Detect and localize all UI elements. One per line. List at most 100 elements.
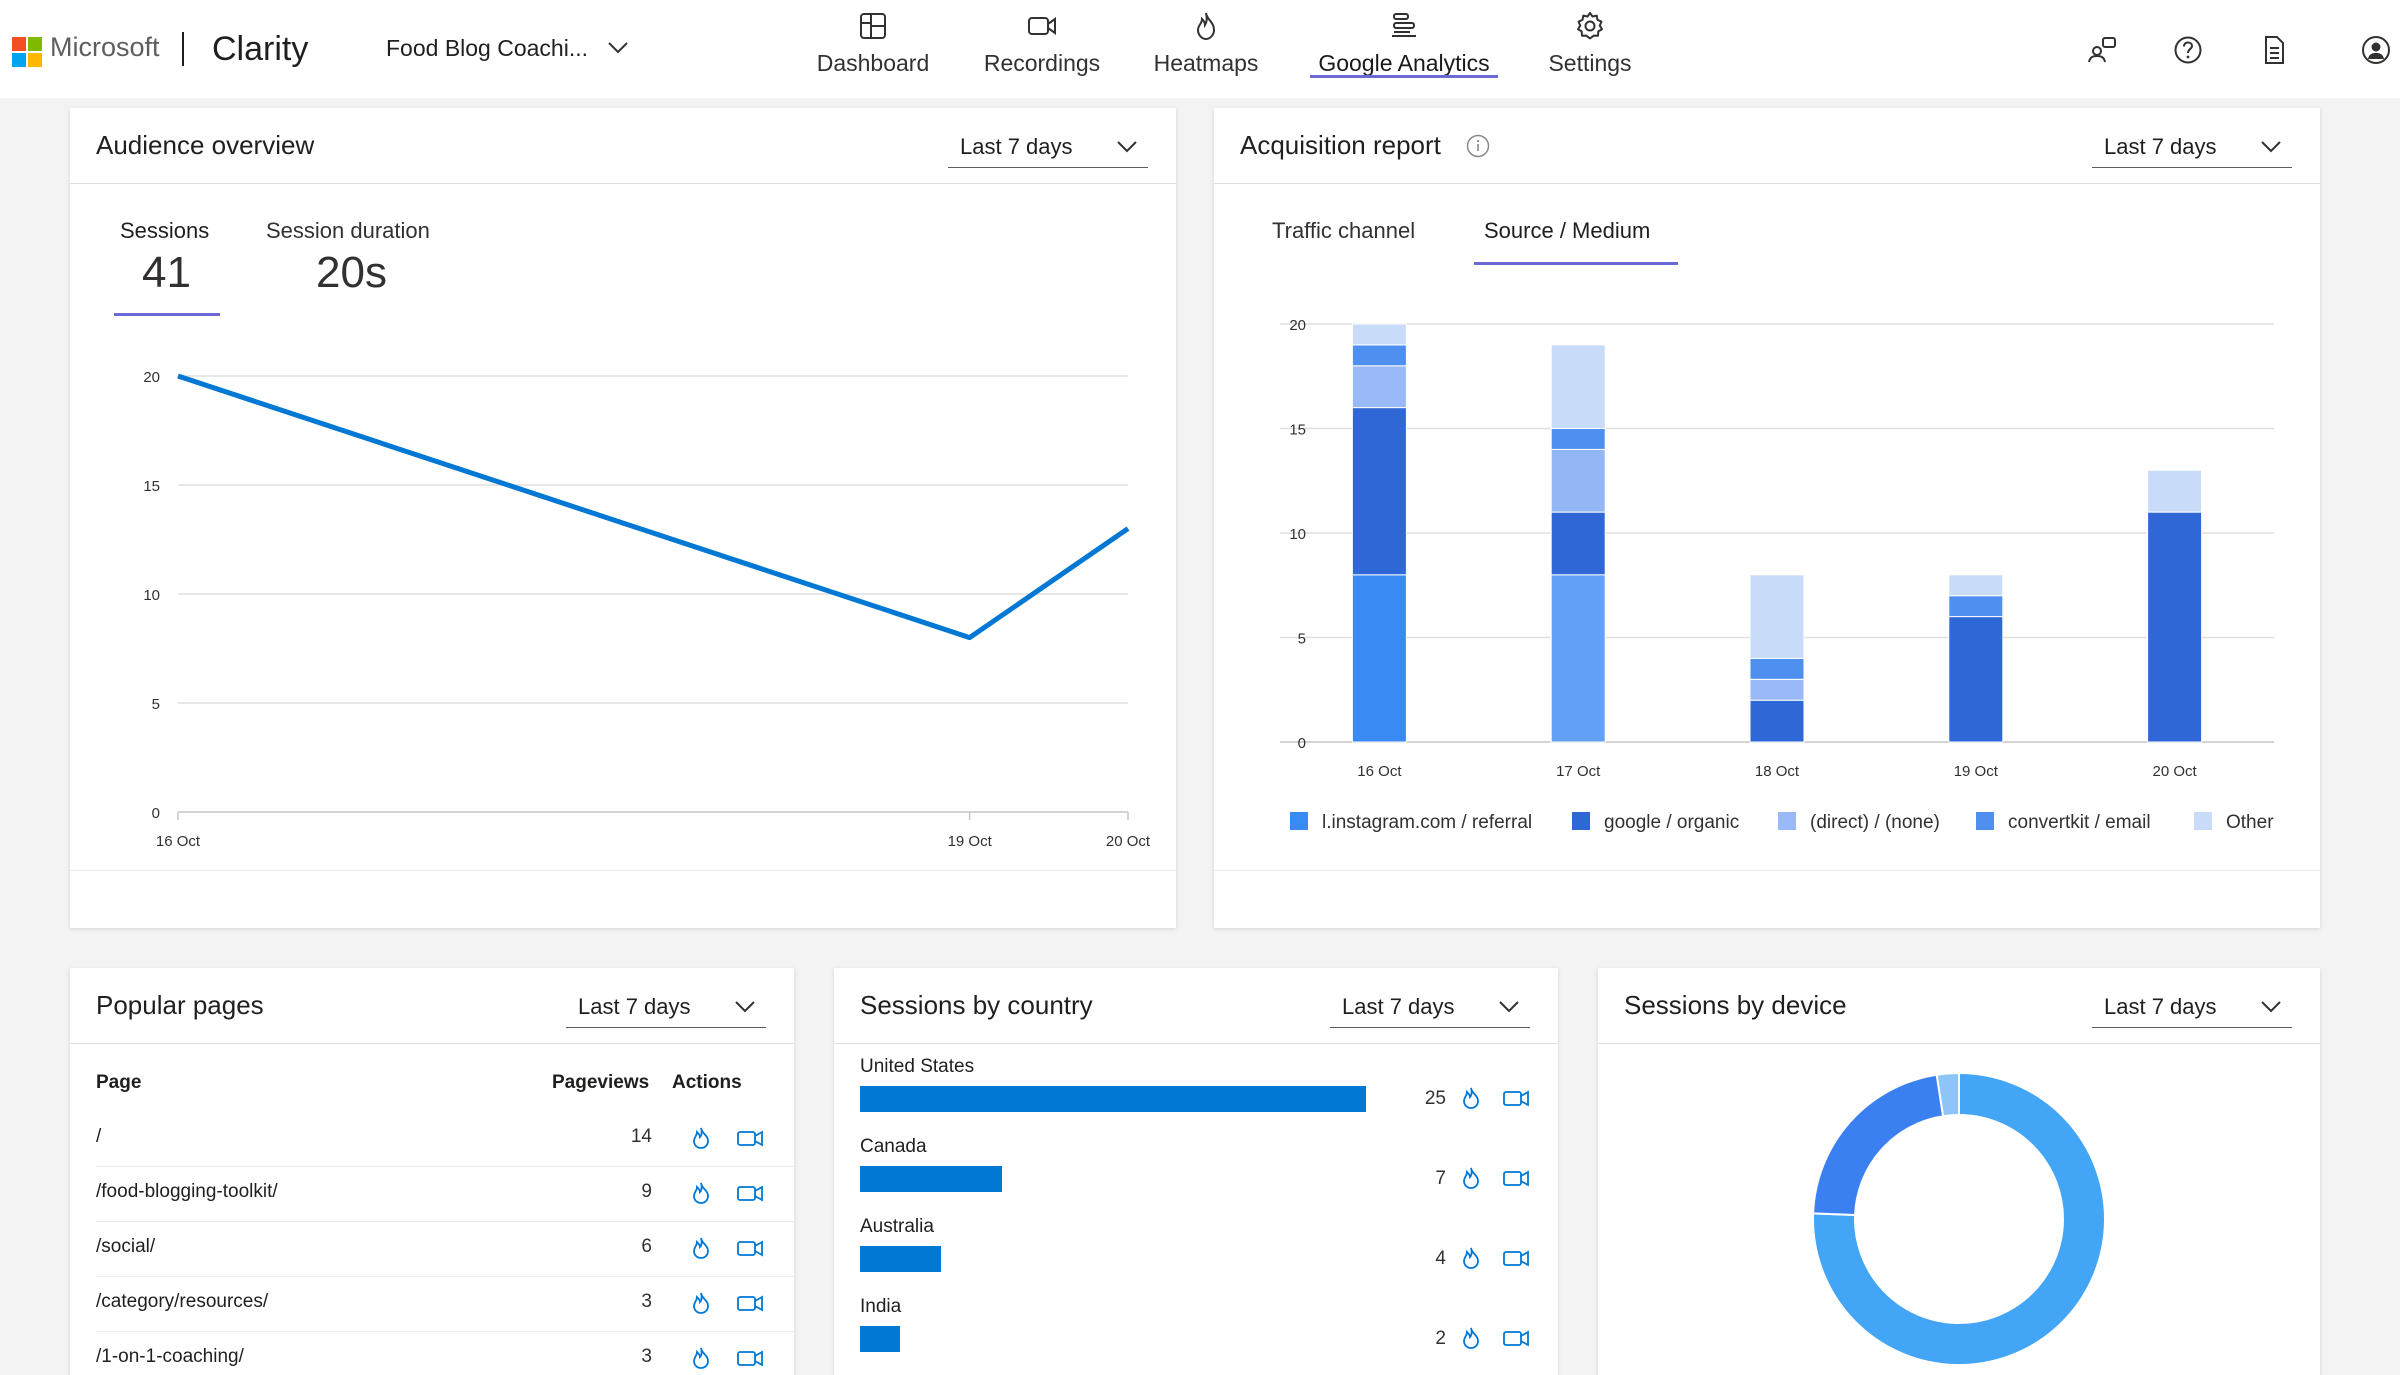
recording-camera-icon[interactable] <box>736 1181 764 1205</box>
bar-segment <box>1351 344 1407 367</box>
bar-segment <box>1351 365 1407 409</box>
y-tick-label: 5 <box>1298 631 1306 648</box>
tab-traffic-channel[interactable]: Traffic channel <box>1272 218 1416 243</box>
country-label: Canada <box>860 1136 927 1157</box>
microsoft-logo-icon <box>12 37 42 67</box>
nav-dashboard[interactable]: Dashboard <box>808 10 938 90</box>
sessions-metric-label[interactable]: Sessions <box>120 218 210 243</box>
top-header: Microsoft Clarity Food Blog Coachi... Da… <box>0 0 2400 98</box>
recording-camera-icon[interactable] <box>1502 1086 1530 1110</box>
nav-heatmaps[interactable]: Heatmaps <box>1148 10 1264 90</box>
legend-item[interactable]: google / organic <box>1572 812 1739 834</box>
video-camera-icon <box>1028 17 1056 35</box>
heatmap-flame-icon[interactable] <box>1460 1166 1482 1190</box>
x-tick-label: 17 Oct <box>1556 763 1601 780</box>
document-icon[interactable] <box>2258 34 2290 66</box>
x-tick-label: 16 Oct <box>156 833 201 850</box>
legend-item[interactable]: (direct) / (none) <box>1778 812 1940 834</box>
table-row: /social/6 <box>96 1222 796 1277</box>
nav-settings[interactable]: Settings <box>1540 10 1640 90</box>
heatmap-flame-icon[interactable] <box>1460 1086 1482 1110</box>
heatmap-flame-icon[interactable] <box>690 1181 712 1205</box>
bar-segment <box>2147 469 2203 513</box>
popular-pages-card: Popular pages Last 7 days Page Pageviews… <box>70 968 796 1375</box>
card-title: Acquisition report <box>1240 130 1441 160</box>
sessions-series-line <box>177 373 1130 641</box>
page-path[interactable]: /social/ <box>96 1236 156 1257</box>
country-bar[interactable] <box>860 1086 1366 1112</box>
chevron-down-icon <box>1499 1001 1519 1013</box>
y-tick-label: 0 <box>1298 735 1306 752</box>
share-users-icon[interactable] <box>2086 34 2118 66</box>
legend-swatch <box>1778 812 1796 830</box>
x-tick-label: 19 Oct <box>1954 763 1999 780</box>
heatmap-flame-icon[interactable] <box>690 1291 712 1315</box>
date-range-dropdown[interactable]: Last 7 days <box>1330 984 1530 1028</box>
page-path[interactable]: /category/resources/ <box>96 1291 269 1312</box>
country-bar[interactable] <box>860 1246 941 1272</box>
bar-segment <box>1550 574 1606 743</box>
heatmap-flame-icon[interactable] <box>690 1236 712 1260</box>
heatmap-flame-icon[interactable] <box>690 1346 712 1370</box>
y-tick-label: 0 <box>152 805 160 822</box>
heatmap-flame-icon[interactable] <box>690 1126 712 1150</box>
recording-camera-icon[interactable] <box>736 1236 764 1260</box>
page-path[interactable]: / <box>96 1126 102 1147</box>
help-icon[interactable] <box>2172 34 2204 66</box>
nav-google-analytics[interactable]: Google Analytics <box>1306 10 1502 90</box>
legend-swatch <box>2194 812 2212 830</box>
heatmap-flame-icon[interactable] <box>1460 1326 1482 1350</box>
column-header-pageviews[interactable]: Pageviews <box>552 1072 650 1093</box>
country-bar[interactable] <box>860 1166 1002 1192</box>
page-path[interactable]: /food-blogging-toolkit/ <box>96 1181 278 1202</box>
recording-camera-icon[interactable] <box>1502 1166 1530 1190</box>
donut-slice <box>1812 1073 1945 1217</box>
heatmap-flame-icon[interactable] <box>1460 1246 1482 1270</box>
legend-label: l.instagram.com / referral <box>1322 812 1533 833</box>
legend-item[interactable]: Other <box>2194 812 2274 834</box>
analytics-bars-icon <box>1392 13 1416 37</box>
pageviews-value: 14 <box>630 1126 652 1147</box>
country-bar[interactable] <box>860 1326 901 1352</box>
legend-item[interactable]: l.instagram.com / referral <box>1290 812 1532 834</box>
tab-source-medium[interactable]: Source / Medium <box>1484 218 1651 243</box>
table-row: /food-blogging-toolkit/9 <box>96 1167 796 1222</box>
y-tick-label: 15 <box>143 478 160 495</box>
info-icon[interactable] <box>1466 134 1490 158</box>
audience-overview-card: Audience overview Last 7 days Sessions 4… <box>70 108 1176 928</box>
recording-camera-icon[interactable] <box>736 1291 764 1315</box>
column-header-actions: Actions <box>672 1072 742 1093</box>
card-title: Popular pages <box>96 990 264 1020</box>
recording-camera-icon[interactable] <box>736 1346 764 1370</box>
page-path[interactable]: /1-on-1-coaching/ <box>96 1346 244 1367</box>
recording-camera-icon[interactable] <box>1502 1326 1530 1350</box>
nav-recordings[interactable]: Recordings <box>978 10 1106 90</box>
session-duration-metric-value: 20s <box>316 248 387 297</box>
country-sessions-value: 4 <box>1435 1248 1446 1269</box>
clarity-brand[interactable]: Clarity <box>212 30 309 68</box>
date-range-dropdown[interactable]: Last 7 days <box>2092 984 2292 1028</box>
card-footer-divider <box>1214 870 2320 871</box>
y-tick-label: 15 <box>1289 422 1306 439</box>
legend-item[interactable]: convertkit / email <box>1976 812 2151 834</box>
date-range-dropdown[interactable]: Last 7 days <box>948 124 1148 168</box>
chevron-down-icon <box>2261 141 2281 153</box>
account-icon[interactable] <box>2360 34 2392 66</box>
bar-segment <box>1749 657 1805 680</box>
table-row: /1-on-1-coaching/3 <box>96 1332 796 1375</box>
chevron-down-icon[interactable] <box>606 38 630 58</box>
bar-segment <box>2147 511 2203 743</box>
column-header-page[interactable]: Page <box>96 1072 142 1093</box>
bar-segment <box>1749 678 1805 701</box>
chevron-down-icon <box>735 1001 755 1013</box>
bar-segment <box>1749 574 1805 659</box>
card-footer-divider <box>70 870 1176 871</box>
y-tick-label: 20 <box>1289 317 1306 334</box>
session-duration-metric-label[interactable]: Session duration <box>266 218 430 243</box>
project-selector[interactable]: Food Blog Coachi... <box>386 35 589 61</box>
date-range-dropdown[interactable]: Last 7 days <box>2092 124 2292 168</box>
date-range-dropdown[interactable]: Last 7 days <box>566 984 766 1028</box>
recording-camera-icon[interactable] <box>1502 1246 1530 1270</box>
date-range-value: Last 7 days <box>578 994 691 1019</box>
recording-camera-icon[interactable] <box>736 1126 764 1150</box>
